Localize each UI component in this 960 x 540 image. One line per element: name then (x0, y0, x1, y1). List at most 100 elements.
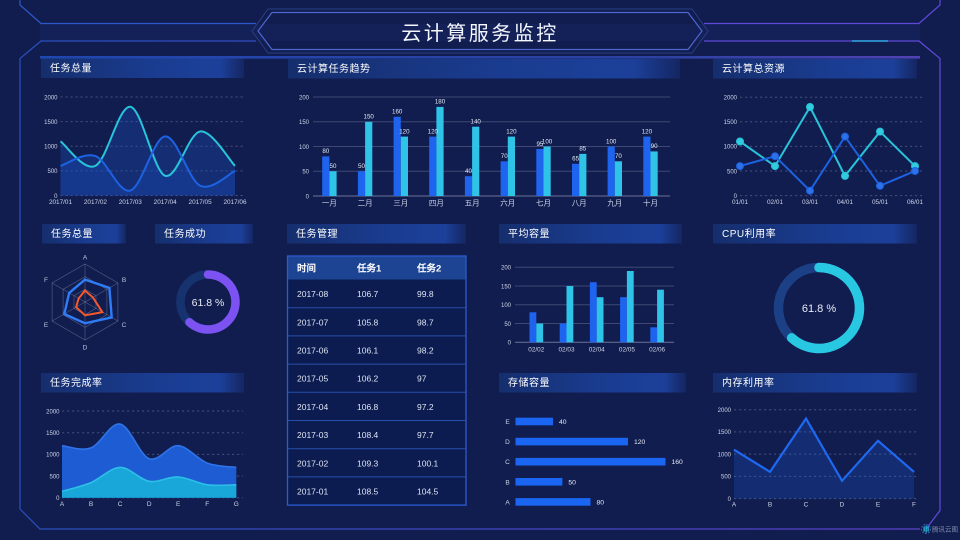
svg-text:三月: 三月 (393, 199, 408, 208)
svg-text:1500: 1500 (724, 120, 738, 126)
svg-text:70: 70 (615, 153, 622, 160)
svg-text:2000: 2000 (718, 408, 732, 414)
svg-text:180: 180 (435, 99, 446, 106)
svg-text:存储容量: 存储容量 (508, 376, 550, 389)
svg-text:80: 80 (322, 148, 329, 155)
svg-text:六月: 六月 (500, 198, 515, 208)
svg-text:100.1: 100.1 (417, 458, 439, 468)
svg-text:G: G (234, 501, 239, 508)
svg-text:70: 70 (501, 153, 508, 160)
svg-text:2017-03: 2017-03 (297, 430, 328, 440)
svg-text:0: 0 (54, 194, 58, 200)
svg-text:2017/02: 2017/02 (84, 199, 108, 206)
svg-text:任务总量: 任务总量 (51, 227, 93, 240)
svg-text:40: 40 (465, 168, 472, 175)
svg-text:十月: 十月 (643, 198, 658, 208)
svg-text:85: 85 (579, 146, 586, 153)
svg-text:02/06: 02/06 (649, 347, 665, 354)
svg-text:B: B (122, 277, 126, 284)
svg-text:1000: 1000 (46, 453, 60, 459)
svg-text:A: A (505, 499, 510, 506)
svg-text:200: 200 (299, 95, 310, 101)
svg-text:1500: 1500 (44, 120, 58, 126)
svg-text:八月: 八月 (572, 199, 587, 208)
svg-text:任务总量: 任务总量 (50, 62, 92, 75)
svg-text:2017-01: 2017-01 (297, 487, 328, 497)
svg-text:时间: 时间 (297, 263, 316, 275)
svg-text:云计算总资源: 云计算总资源 (722, 62, 785, 75)
svg-text:一月: 一月 (322, 199, 337, 208)
svg-text:1000: 1000 (724, 145, 738, 151)
svg-text:104.5: 104.5 (417, 487, 439, 497)
svg-text:1500: 1500 (46, 431, 60, 437)
svg-text:98.2: 98.2 (417, 346, 434, 356)
svg-text:2017-05: 2017-05 (297, 374, 328, 384)
svg-text:120: 120 (399, 128, 410, 135)
svg-text:108.5: 108.5 (357, 487, 379, 497)
svg-text:61.8 %: 61.8 % (802, 303, 836, 315)
svg-text:160: 160 (392, 109, 403, 116)
svg-text:0: 0 (56, 496, 60, 502)
svg-text:0: 0 (734, 194, 738, 200)
svg-text:CPU利用率: CPU利用率 (722, 227, 776, 240)
svg-text:02/03: 02/03 (559, 347, 575, 354)
svg-text:2000: 2000 (724, 96, 738, 102)
svg-text:160: 160 (672, 459, 684, 466)
svg-text:02/01: 02/01 (767, 199, 783, 206)
svg-text:七月: 七月 (536, 199, 551, 208)
svg-text:2017-02: 2017-02 (297, 458, 328, 468)
svg-text:50: 50 (568, 479, 576, 486)
svg-text:0: 0 (306, 194, 310, 200)
svg-text:C: C (804, 502, 809, 509)
svg-text:云计算任务趋势: 云计算任务趋势 (297, 62, 371, 75)
svg-text:任务2: 任务2 (416, 263, 441, 275)
svg-text:120: 120 (634, 439, 646, 446)
svg-text:100: 100 (606, 138, 617, 145)
svg-text:105.8: 105.8 (357, 317, 379, 327)
svg-text:E: E (505, 419, 510, 426)
svg-text:05/01: 05/01 (872, 199, 888, 206)
svg-text:内存利用率: 内存利用率 (722, 376, 775, 389)
svg-text:2000: 2000 (46, 409, 60, 415)
svg-text:61.8 %: 61.8 % (192, 297, 225, 309)
svg-text:任务1: 任务1 (356, 263, 382, 275)
svg-text:1500: 1500 (718, 430, 732, 436)
svg-text:2017/03: 2017/03 (119, 199, 143, 206)
svg-text:任务完成率: 任务完成率 (50, 376, 103, 389)
svg-text:100: 100 (299, 145, 310, 151)
svg-text:65: 65 (572, 156, 579, 163)
svg-text:2017/05: 2017/05 (189, 199, 213, 206)
svg-text:云计算服务监控: 云计算服务监控 (401, 22, 559, 45)
svg-text:1000: 1000 (718, 452, 732, 458)
svg-text:98.7: 98.7 (417, 317, 434, 327)
svg-text:二月: 二月 (358, 199, 373, 208)
svg-text:03/01: 03/01 (802, 199, 818, 206)
svg-text:01/01: 01/01 (732, 199, 748, 206)
svg-text:2017/04: 2017/04 (154, 199, 178, 206)
svg-text:02/05: 02/05 (619, 347, 635, 354)
svg-text:B: B (505, 479, 509, 486)
svg-text:99.8: 99.8 (417, 289, 434, 299)
svg-text:D: D (505, 439, 510, 446)
svg-text:95: 95 (536, 141, 543, 148)
svg-text:2017-08: 2017-08 (297, 289, 328, 299)
svg-text:50: 50 (330, 163, 337, 170)
svg-text:150: 150 (501, 284, 512, 290)
svg-text:109.3: 109.3 (357, 458, 379, 468)
svg-text:2017-06: 2017-06 (297, 346, 328, 356)
svg-text:90: 90 (651, 143, 658, 150)
svg-text:F: F (205, 501, 209, 508)
svg-text:50: 50 (358, 163, 365, 170)
svg-text:平均容量: 平均容量 (508, 227, 550, 240)
svg-text:150: 150 (364, 114, 375, 121)
svg-text:D: D (147, 501, 152, 508)
svg-text:100: 100 (542, 138, 553, 145)
svg-text:140: 140 (471, 119, 482, 126)
svg-text:任务管理: 任务管理 (296, 227, 338, 240)
svg-text:F: F (44, 277, 48, 284)
svg-text:106.8: 106.8 (357, 402, 379, 412)
svg-text:97: 97 (417, 374, 427, 384)
svg-text:120: 120 (642, 128, 653, 135)
svg-text:E: E (44, 322, 49, 329)
svg-text:40: 40 (559, 419, 567, 426)
